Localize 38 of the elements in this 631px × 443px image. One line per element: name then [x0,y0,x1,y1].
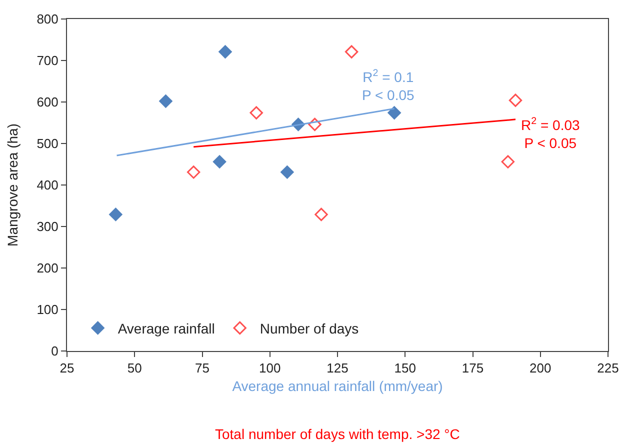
text: Total number of days with temp. >32 °C [215,426,460,442]
x-tick-label: 75 [195,360,210,376]
y-tick-label: 700 [36,53,58,68]
x-tick-label: 25 [60,360,74,376]
point [212,155,226,168]
x-tick-label: 100 [259,360,281,376]
point [250,106,263,120]
point [109,208,122,222]
x-tick-label: 200 [530,360,552,376]
x-tick-label: 175 [462,360,484,376]
x-tick-label: 150 [394,360,416,376]
y-tick-label: 800 [36,12,58,27]
y-tick-label: 400 [36,178,58,193]
point [501,155,515,168]
point [314,208,328,222]
y-tick-label: 500 [36,136,58,152]
point [159,94,172,108]
y-axis-title: Mangrove area (ha) [4,124,20,246]
annotation: R$^{2}$ = 0.03 P < 0.05 [521,116,580,152]
x-tick-label: 50 [127,360,142,376]
y-tick-label: 300 [36,219,58,234]
point [308,118,322,132]
point [186,166,200,179]
y-tick-label: 100 [36,302,58,318]
x-tick-label: 125 [326,360,348,376]
point [344,45,358,58]
legend-label: Average rainfall [118,320,215,336]
x-axis-title: Average annual rainfall (mm/year) [232,378,443,394]
y-tick-label: 600 [36,94,58,110]
annotation: R$^{2}$ = 0.1 P < 0.05 [362,68,414,104]
point [218,45,232,58]
x-tick-label: 225 [597,360,619,376]
y-tick-label: 0 [51,344,58,359]
point [388,106,401,120]
y-tick-label: 200 [36,260,58,276]
point [508,94,522,107]
legend-label: Number of days [260,320,359,336]
point [280,166,294,179]
